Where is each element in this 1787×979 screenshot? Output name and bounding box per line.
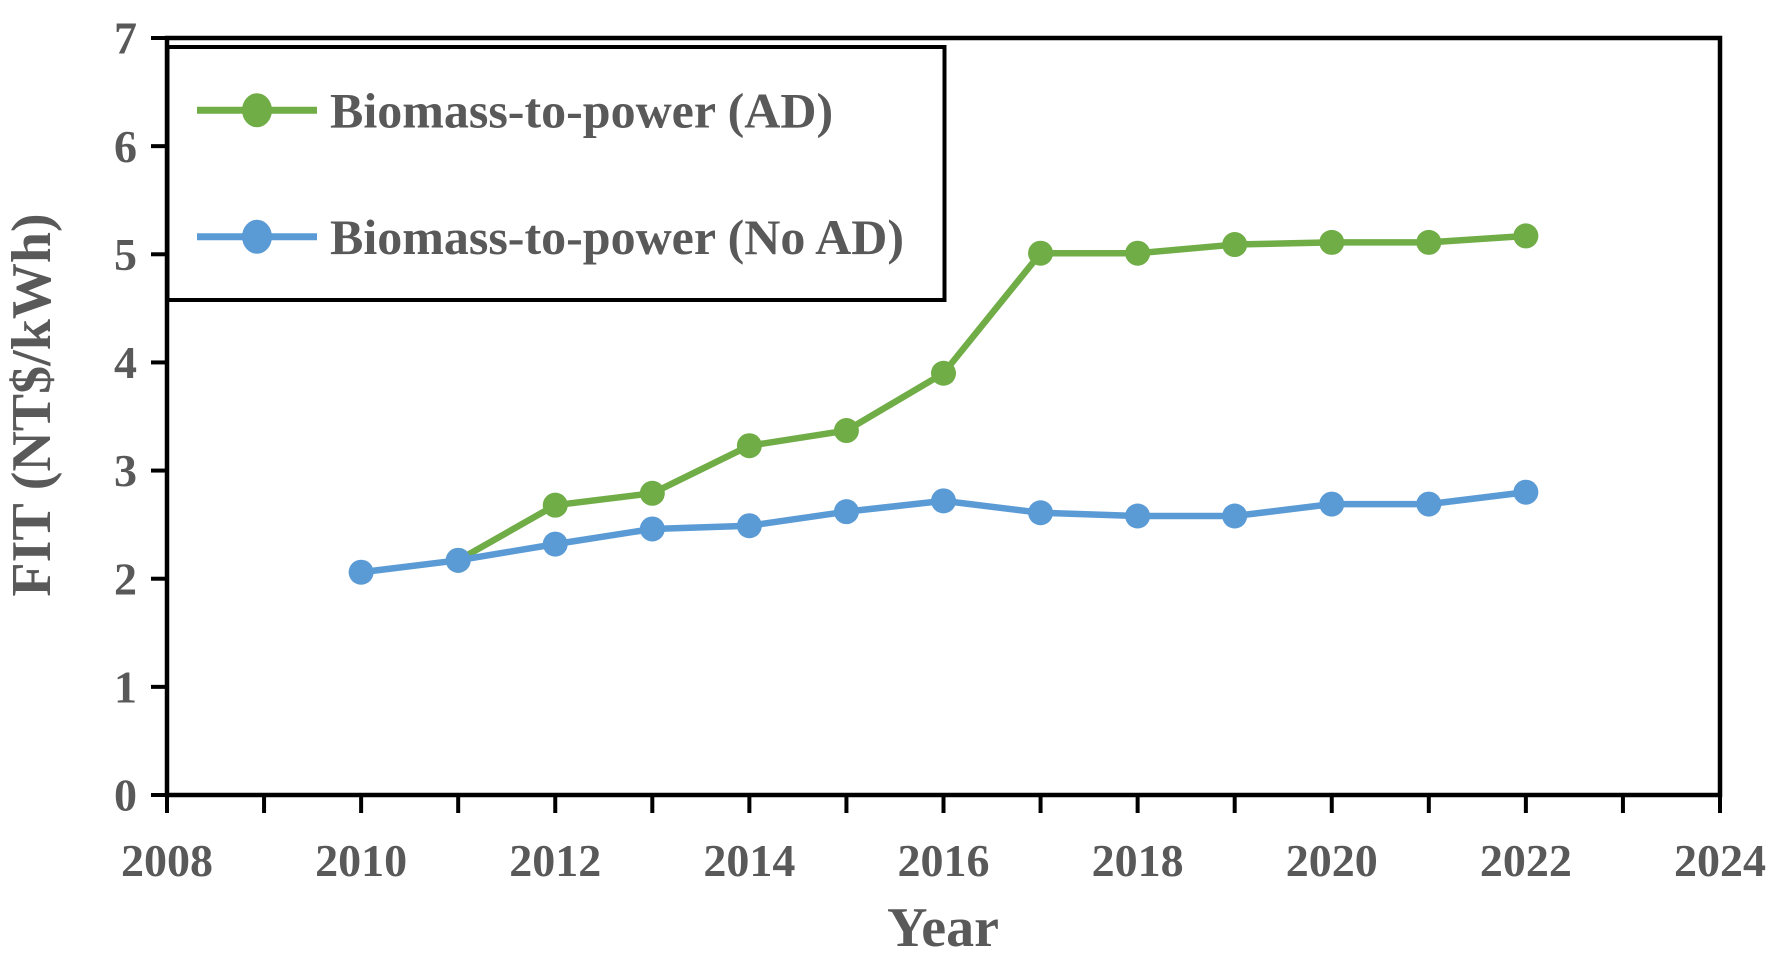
y-tick-label: 3 <box>114 445 137 496</box>
x-tick-label: 2012 <box>509 835 601 886</box>
y-axis-title: FIT (NT$/kWh) <box>1 213 63 596</box>
data-point-marker <box>1125 503 1151 529</box>
x-tick-label: 2022 <box>1480 835 1572 886</box>
x-tick-label: 2014 <box>703 835 795 886</box>
x-axis-title: Year <box>887 897 999 959</box>
x-axis-ticks: 2008 2010 2012 2014 2016 2018 2020 2022 2024 <box>121 795 1766 886</box>
y-axis-ticks: 0 1 2 3 4 5 6 7 <box>114 13 167 821</box>
data-point-marker <box>1222 503 1248 529</box>
series-line <box>454 232 1530 564</box>
data-point-marker <box>1125 240 1151 266</box>
data-point-marker <box>1028 240 1054 266</box>
y-tick-label: 5 <box>114 229 137 280</box>
y-tick-label: 0 <box>114 770 137 821</box>
data-point-marker <box>1416 491 1442 517</box>
data-point-marker <box>1222 232 1248 258</box>
data-point-marker <box>1319 229 1345 255</box>
legend-entry: Biomass-to-power (No AD) <box>197 209 904 265</box>
legend: Biomass-to-power (AD) Biomass-to-power (N… <box>165 45 947 302</box>
y-tick-label: 7 <box>114 13 137 64</box>
y-tick-label: 1 <box>114 661 137 712</box>
data-point-marker <box>736 433 762 459</box>
data-point-marker <box>639 516 665 542</box>
x-tick-label: 2020 <box>1286 835 1378 886</box>
data-point-marker <box>542 531 568 557</box>
data-point-marker <box>639 480 665 506</box>
x-tick-label: 2024 <box>1674 835 1766 886</box>
series-group <box>348 223 1539 585</box>
data-point-marker <box>445 547 471 573</box>
x-tick-label: 2016 <box>898 835 990 886</box>
data-point-marker <box>542 492 568 518</box>
data-point-marker <box>931 360 956 386</box>
series-no-ad <box>348 479 1539 585</box>
y-tick-label: 4 <box>114 337 137 388</box>
data-point-marker <box>736 513 762 539</box>
data-point-marker <box>1513 223 1539 249</box>
data-point-marker <box>1513 479 1539 505</box>
legend-entry-label: Biomass-to-power (No AD) <box>330 209 904 265</box>
legend-entry-label: Biomass-to-power (AD) <box>330 82 833 138</box>
y-tick-label: 6 <box>114 121 137 172</box>
data-point-marker <box>931 488 956 514</box>
legend-swatch-marker <box>242 219 272 254</box>
legend-entry: Biomass-to-power (AD) <box>197 82 833 138</box>
legend-box <box>165 45 947 302</box>
y-tick-label: 2 <box>114 553 137 604</box>
data-point-marker <box>348 559 374 585</box>
data-point-marker <box>833 418 859 444</box>
data-point-marker <box>1319 491 1345 517</box>
x-tick-label: 2008 <box>121 835 213 886</box>
data-point-marker <box>1416 229 1442 255</box>
x-tick-label: 2010 <box>315 835 407 886</box>
data-point-marker <box>1028 500 1054 526</box>
legend-swatch-marker <box>242 93 272 128</box>
x-tick-label: 2018 <box>1092 835 1184 886</box>
data-point-marker <box>833 499 859 525</box>
